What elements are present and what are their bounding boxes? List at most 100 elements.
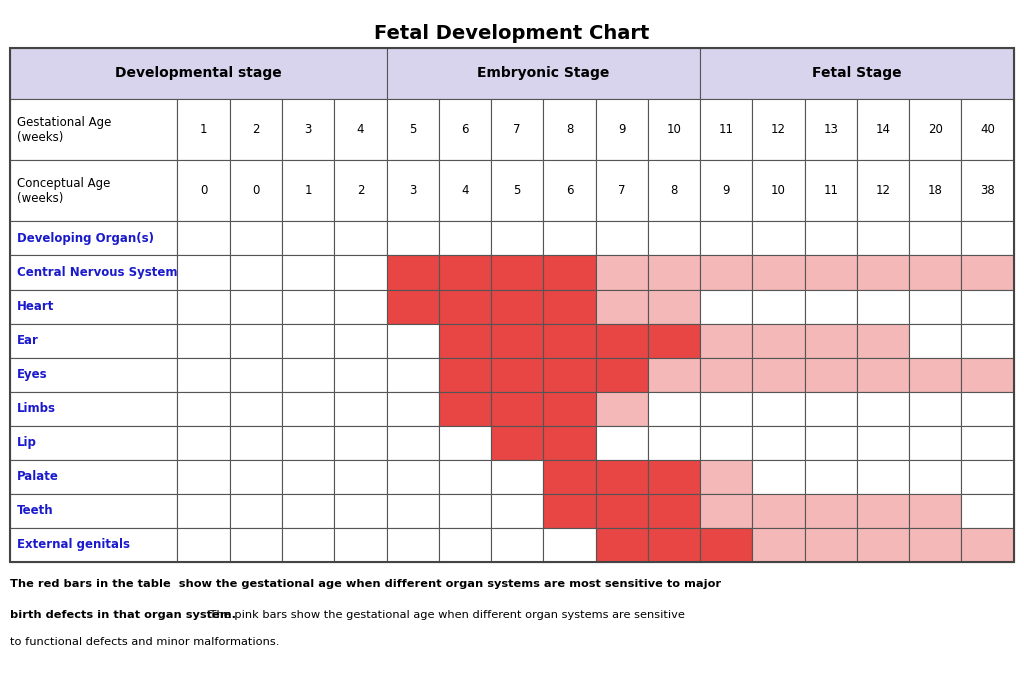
Bar bbox=[439, 460, 492, 494]
Bar bbox=[753, 494, 805, 527]
Bar bbox=[805, 290, 857, 323]
Text: 18: 18 bbox=[928, 184, 943, 197]
Bar bbox=[492, 494, 544, 527]
Bar bbox=[857, 221, 909, 256]
Bar bbox=[334, 392, 387, 425]
Bar bbox=[10, 527, 177, 562]
Bar bbox=[909, 527, 962, 562]
Bar bbox=[439, 221, 492, 256]
Bar bbox=[229, 290, 282, 323]
Bar bbox=[700, 323, 753, 358]
Bar bbox=[10, 221, 177, 256]
Bar bbox=[596, 160, 648, 221]
Text: 3: 3 bbox=[409, 184, 417, 197]
Bar bbox=[544, 160, 596, 221]
Bar bbox=[492, 99, 544, 160]
Bar bbox=[334, 323, 387, 358]
Bar bbox=[544, 425, 596, 460]
Bar bbox=[282, 358, 334, 392]
Bar bbox=[439, 494, 492, 527]
Bar bbox=[596, 221, 648, 256]
Bar bbox=[700, 358, 753, 392]
Bar bbox=[909, 99, 962, 160]
Text: 3: 3 bbox=[304, 123, 312, 136]
Text: 13: 13 bbox=[823, 123, 839, 136]
Text: 2: 2 bbox=[252, 123, 260, 136]
Text: 7: 7 bbox=[513, 123, 521, 136]
Text: 11: 11 bbox=[823, 184, 839, 197]
Bar bbox=[805, 99, 857, 160]
Bar bbox=[700, 425, 753, 460]
Bar bbox=[10, 48, 387, 99]
Bar bbox=[544, 358, 596, 392]
Bar bbox=[909, 323, 962, 358]
Bar bbox=[334, 527, 387, 562]
Bar bbox=[229, 323, 282, 358]
Bar bbox=[857, 494, 909, 527]
Bar bbox=[596, 323, 648, 358]
Bar bbox=[962, 290, 1014, 323]
Bar bbox=[492, 425, 544, 460]
Bar bbox=[753, 160, 805, 221]
Bar bbox=[387, 323, 439, 358]
Bar bbox=[648, 256, 700, 290]
Bar bbox=[177, 221, 229, 256]
Bar bbox=[596, 527, 648, 562]
Bar bbox=[492, 221, 544, 256]
Bar bbox=[177, 392, 229, 425]
Text: Palate: Palate bbox=[17, 470, 59, 483]
Bar bbox=[544, 256, 596, 290]
Text: 12: 12 bbox=[771, 123, 786, 136]
Bar bbox=[857, 358, 909, 392]
Text: The red bars in the table  show the gestational age when different organ systems: The red bars in the table show the gesta… bbox=[10, 579, 721, 589]
Bar bbox=[282, 323, 334, 358]
Bar bbox=[805, 256, 857, 290]
Text: Fetal Stage: Fetal Stage bbox=[812, 66, 902, 80]
Bar bbox=[544, 460, 596, 494]
Text: 1: 1 bbox=[200, 123, 208, 136]
Bar bbox=[177, 425, 229, 460]
Text: Developing Organ(s): Developing Organ(s) bbox=[17, 232, 155, 245]
Bar bbox=[544, 494, 596, 527]
Bar bbox=[492, 323, 544, 358]
Bar bbox=[387, 256, 439, 290]
Bar bbox=[596, 494, 648, 527]
Bar bbox=[700, 160, 753, 221]
Bar bbox=[177, 160, 229, 221]
Bar bbox=[492, 290, 544, 323]
Bar bbox=[962, 494, 1014, 527]
Text: External genitals: External genitals bbox=[17, 538, 130, 551]
Bar bbox=[334, 460, 387, 494]
Text: Developmental stage: Developmental stage bbox=[115, 66, 282, 80]
Text: 10: 10 bbox=[771, 184, 786, 197]
Bar bbox=[700, 290, 753, 323]
Bar bbox=[229, 221, 282, 256]
Bar bbox=[492, 527, 544, 562]
Bar bbox=[387, 527, 439, 562]
Bar bbox=[387, 358, 439, 392]
Bar bbox=[177, 256, 229, 290]
Text: Conceptual Age
(weeks): Conceptual Age (weeks) bbox=[17, 177, 111, 205]
Bar bbox=[10, 494, 177, 527]
Text: Teeth: Teeth bbox=[17, 504, 54, 517]
Bar bbox=[596, 460, 648, 494]
Bar bbox=[753, 358, 805, 392]
Bar bbox=[282, 494, 334, 527]
Bar bbox=[909, 494, 962, 527]
Bar bbox=[387, 392, 439, 425]
Bar bbox=[229, 460, 282, 494]
Bar bbox=[753, 290, 805, 323]
Bar bbox=[10, 425, 177, 460]
Bar bbox=[909, 392, 962, 425]
Bar bbox=[334, 290, 387, 323]
Bar bbox=[909, 290, 962, 323]
Bar bbox=[439, 392, 492, 425]
Bar bbox=[334, 425, 387, 460]
Bar bbox=[753, 256, 805, 290]
Bar bbox=[700, 527, 753, 562]
Bar bbox=[909, 460, 962, 494]
Bar bbox=[596, 99, 648, 160]
Bar bbox=[492, 256, 544, 290]
Bar bbox=[229, 425, 282, 460]
Text: The pink bars show the gestational age when different organ systems are sensitiv: The pink bars show the gestational age w… bbox=[206, 610, 685, 620]
